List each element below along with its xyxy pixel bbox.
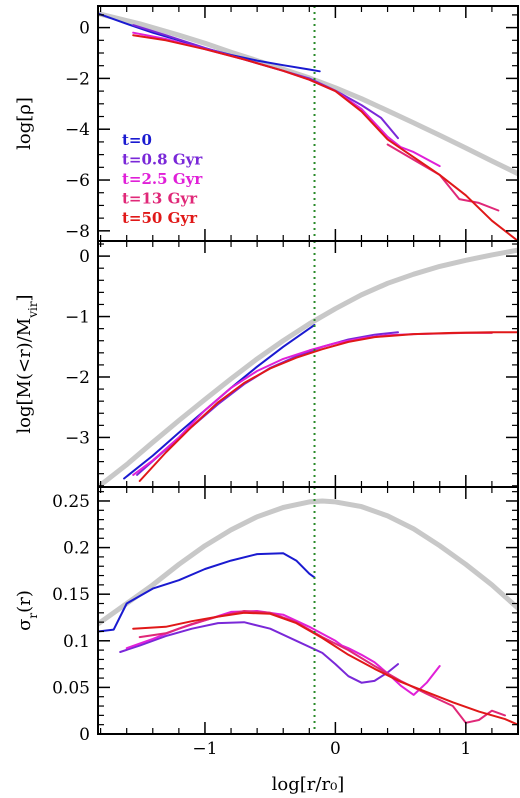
y-tick-label: 0.2 — [63, 539, 90, 559]
x-tick-label: 1 — [460, 739, 471, 759]
y-axis-label: σr(r) — [14, 590, 40, 631]
series-line-2 — [119, 621, 399, 684]
y-tick-label: −2 — [65, 368, 90, 388]
series-line-5 — [132, 611, 518, 726]
panel-frame — [97, 486, 519, 735]
reference-profile-line — [98, 498, 518, 627]
y-axis-label: log[ρ] — [14, 97, 35, 150]
y-tick-label: −4 — [65, 120, 90, 140]
series-line-3 — [125, 610, 441, 696]
legend-entry: t=13 Gyr — [122, 190, 198, 208]
series-line-1 — [98, 552, 316, 633]
y-tick-label: 0 — [79, 19, 90, 39]
legend-entry: t=2.5 Gyr — [122, 170, 203, 188]
y-tick-label: −1 — [65, 308, 90, 328]
y-axis-label: log[M(<r)/Mvir] — [14, 294, 40, 433]
y-tick-label: −2 — [65, 69, 90, 89]
y-tick-label: −6 — [65, 171, 90, 191]
y-tick-label: 0 — [79, 247, 90, 267]
x-axis-label: log[r/r₀] — [272, 774, 345, 795]
series-group — [98, 247, 518, 487]
y-tick-label: 0.15 — [52, 585, 90, 605]
x-tick-label: −1 — [192, 739, 217, 759]
legend-entry: t=0 — [122, 131, 152, 149]
dispersion-panel: −1 0 1 0 0.05 0.1 0.15 0.2 0.25 σr(r) log[r/r₀] — [14, 486, 519, 795]
y-tick-label: 0.25 — [52, 492, 90, 512]
reference-profile-line — [98, 11, 518, 177]
y-tick-label: 0.05 — [52, 678, 90, 698]
mass-panel: 0 −1 −2 −3 log[M(<r)/Mvir] — [14, 240, 519, 488]
series-line-5 — [138, 331, 518, 482]
series-group — [98, 11, 518, 241]
legend-entry: t=0.8 Gyr — [122, 151, 203, 169]
series-line-3 — [132, 332, 441, 476]
y-tick-label: −3 — [65, 428, 90, 448]
series-line-3 — [132, 31, 441, 168]
series-line-4 — [386, 143, 500, 212]
x-tick-label: 0 — [330, 739, 341, 759]
legend-entry: t=50 Gyr — [122, 209, 198, 227]
y-tick-label: 0.1 — [63, 632, 90, 652]
series-line-5 — [132, 34, 518, 241]
series-group — [98, 498, 518, 726]
y-tick-label: 0 — [79, 725, 90, 745]
panel-frame — [97, 240, 519, 488]
reference-profile-line — [98, 247, 518, 487]
y-tick-label: −8 — [65, 222, 90, 242]
